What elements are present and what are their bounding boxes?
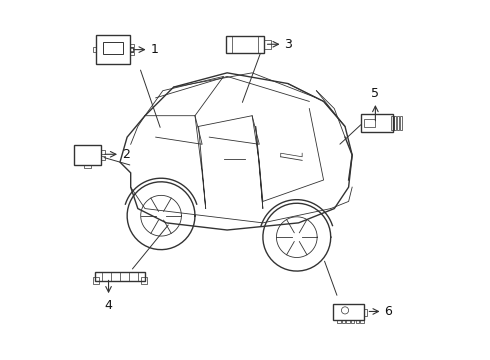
Bar	[364, 118, 375, 127]
Bar	[74, 145, 101, 165]
Bar	[93, 47, 96, 53]
Bar	[394, 116, 396, 130]
Bar	[93, 277, 98, 284]
Bar	[101, 150, 105, 154]
Bar	[96, 35, 130, 64]
Text: 1: 1	[150, 43, 158, 56]
Text: 2: 2	[122, 148, 130, 161]
Text: 6: 6	[384, 305, 392, 318]
Bar	[360, 320, 364, 323]
Bar	[84, 165, 92, 168]
Bar	[364, 309, 368, 316]
Text: 5: 5	[371, 87, 379, 100]
Bar	[101, 156, 105, 159]
Bar	[264, 40, 271, 49]
Bar	[130, 48, 134, 51]
Bar	[130, 47, 133, 53]
Bar	[351, 320, 354, 323]
Text: 4: 4	[104, 298, 113, 312]
Text: 3: 3	[284, 38, 292, 51]
Bar	[142, 277, 147, 284]
Bar	[392, 116, 393, 130]
Bar	[333, 304, 364, 320]
Bar	[342, 320, 345, 323]
Bar	[226, 36, 264, 53]
Bar	[361, 114, 393, 132]
Bar	[103, 41, 122, 54]
Bar	[400, 116, 402, 130]
Bar	[346, 320, 350, 323]
Bar	[95, 272, 145, 281]
Bar	[356, 320, 359, 323]
Bar	[337, 320, 341, 323]
Bar	[130, 53, 134, 55]
Bar	[397, 116, 399, 130]
Bar	[130, 44, 134, 47]
